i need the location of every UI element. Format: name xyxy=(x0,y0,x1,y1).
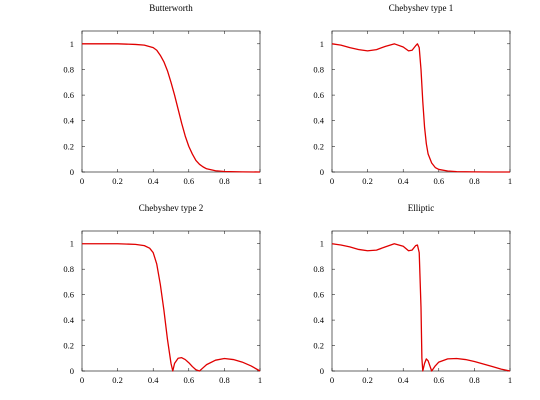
x-tick-label: 0.8 xyxy=(469,176,480,186)
series-line xyxy=(82,243,261,372)
y-tick-label: 1 xyxy=(70,39,74,49)
x-tick-label: 0.6 xyxy=(183,176,194,186)
panel-chebyshev-type-2: Chebyshev type 2 0 0.2 0.4 0.6 0.8 1 0 0.2 0.4 0.… xyxy=(63,203,262,385)
y-tick-label: 0.2 xyxy=(313,341,324,351)
x-tick-label: 0.4 xyxy=(398,176,409,186)
series-line xyxy=(82,43,261,173)
y-tick-label: 1 xyxy=(320,39,324,49)
y-tick-label: 1 xyxy=(70,239,74,249)
x-tick-label: 0.8 xyxy=(469,375,480,385)
y-tick-label: 0.6 xyxy=(63,290,74,300)
y-tick-label: 0.8 xyxy=(63,264,74,274)
series-line xyxy=(331,243,511,372)
x-tick-label: 0.8 xyxy=(219,176,230,186)
y-tick-label: 0.4 xyxy=(63,315,74,325)
x-tick-label: 0 xyxy=(80,375,84,385)
panel-elliptic: Elliptic 0 0.2 0.4 0.6 0.8 1 0 0.2 0.4 0.6 0.8 1 xyxy=(313,203,512,385)
panel-title: Chebyshev type 2 xyxy=(139,203,204,213)
y-tick-label: 0.8 xyxy=(313,264,324,274)
x-tick-label: 0 xyxy=(330,176,334,186)
y-tick-label: 0 xyxy=(320,366,324,376)
x-tick-label: 0.2 xyxy=(112,375,123,385)
y-tick-label: 0.6 xyxy=(63,90,74,100)
y-tick-label: 0.2 xyxy=(63,141,74,151)
panel-title: Elliptic xyxy=(408,203,435,213)
y-tick-label: 0 xyxy=(70,366,74,376)
y-tick-label: 0.2 xyxy=(63,341,74,351)
panel-butterworth: Butterworth 0 0.2 0.4 0.6 0.8 1 0 0.2 0.4 0.6 0.8 1 xyxy=(63,3,262,186)
axes-frame xyxy=(81,30,261,173)
panel-chebyshev-type-1: Chebyshev type 1 0 0.2 0.4 0.6 0.8 1 0 0.2 0.4 0.… xyxy=(313,3,512,186)
y-tick-label: 1 xyxy=(320,239,324,249)
series-line xyxy=(331,43,510,173)
x-tick-label: 0.6 xyxy=(433,375,444,385)
y-tick-label: 0 xyxy=(320,167,324,177)
x-tick-label: 0.2 xyxy=(362,176,373,186)
y-tick-label: 0.4 xyxy=(313,315,324,325)
y-tick-label: 0.4 xyxy=(63,116,74,126)
y-tick-label: 0.8 xyxy=(63,64,74,74)
x-tick-label: 0.4 xyxy=(148,375,159,385)
y-tick-label: 0.2 xyxy=(313,141,324,151)
axes-frame xyxy=(81,230,261,372)
panel-title: Butterworth xyxy=(149,3,193,13)
y-tick-label: 0.6 xyxy=(313,90,324,100)
x-tick-label: 0 xyxy=(330,375,334,385)
y-tick-label: 0 xyxy=(70,167,74,177)
x-tick-label: 0.4 xyxy=(398,375,409,385)
axes-frame xyxy=(331,230,511,372)
x-tick-label: 0.8 xyxy=(219,375,230,385)
x-tick-label: 1 xyxy=(508,375,512,385)
x-tick-label: 0.6 xyxy=(433,176,444,186)
x-tick-label: 1 xyxy=(258,375,262,385)
x-tick-label: 1 xyxy=(258,176,262,186)
y-tick-label: 0.6 xyxy=(313,290,324,300)
panel-title: Chebyshev type 1 xyxy=(389,3,454,13)
x-tick-label: 0.4 xyxy=(148,176,159,186)
x-tick-label: 0 xyxy=(80,176,84,186)
x-tick-label: 0.2 xyxy=(112,176,123,186)
y-tick-label: 0.8 xyxy=(313,64,324,74)
x-tick-label: 0.2 xyxy=(362,375,373,385)
x-tick-label: 1 xyxy=(508,176,512,186)
axes-frame xyxy=(331,30,511,173)
y-tick-label: 0.4 xyxy=(313,116,324,126)
x-tick-label: 0.6 xyxy=(183,375,194,385)
